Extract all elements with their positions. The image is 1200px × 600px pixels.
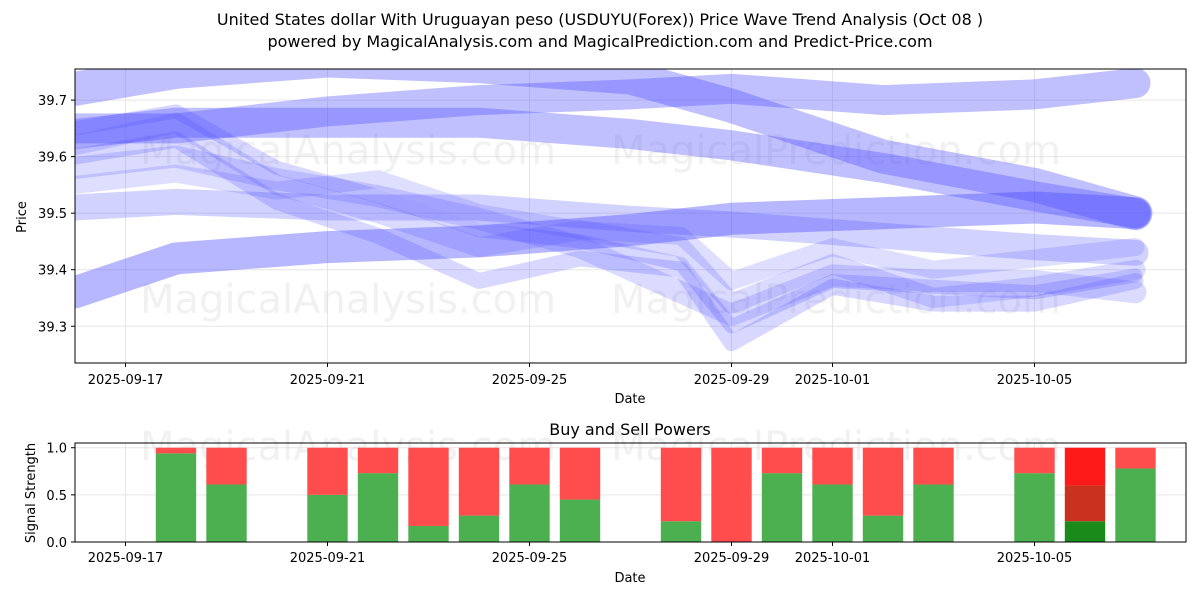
buy-power-bar [559, 499, 601, 542]
signal-x-axis-ticks: 2025-09-17 2025-09-21 2025-09-25 2025-09-29… [88, 542, 1073, 566]
buy-power-bar [155, 453, 197, 542]
price-x-tick-label: 2025-10-01 [795, 373, 871, 388]
price-x-axis-ticks: 2025-09-17 2025-09-21 2025-09-25 2025-09-29… [88, 363, 1073, 388]
buy-power-bar [206, 484, 247, 542]
sell-power-bar [1115, 447, 1156, 469]
signal-y-tick-label: 0.5 [46, 489, 67, 504]
price-wave-line [75, 164, 1145, 290]
price-y-tick-label: 39.3 [38, 320, 67, 335]
sell-power-bar [307, 447, 348, 495]
sell-power-bar [155, 447, 197, 454]
sell-power-bar-mixed [1064, 485, 1106, 522]
watermark-prediction-top: MagicalPrediction.com [611, 128, 1061, 174]
price-x-tick-label: 2025-09-29 [694, 373, 770, 388]
price-x-tick-label: 2025-09-17 [88, 373, 164, 388]
signal-plot-frame [74, 442, 1187, 543]
buy-power-bar [509, 484, 550, 542]
price-watermarks: MagicalAnalysis.com MagicalPrediction.co… [140, 128, 1061, 323]
sell-power-bar [1014, 447, 1055, 474]
signal-x-tick-label: 2025-09-25 [492, 551, 568, 566]
signal-x-tick-label: 2025-09-29 [694, 551, 770, 566]
buy-power-bar [1014, 473, 1055, 542]
sell-power-bar [812, 447, 853, 485]
sell-power-bar [711, 447, 752, 542]
buy-power-bar [862, 515, 904, 542]
buy-power-bar [357, 473, 399, 542]
signal-y-axis-ticks: 0.0 0.5 1.0 [46, 442, 75, 551]
signal-y-axis-label: Signal Strength [24, 443, 39, 543]
price-gridlines [75, 69, 1186, 363]
sell-power-bar [408, 447, 449, 526]
price-x-tick-label: 2025-10-05 [997, 373, 1073, 388]
price-wave-line [75, 69, 1151, 144]
buy-power-bar [660, 521, 702, 542]
price-y-axis-label: Price [15, 201, 30, 233]
signal-x-tick-label: 2025-10-05 [997, 551, 1073, 566]
price-y-tick-label: 39.7 [38, 94, 67, 109]
signal-bars [155, 447, 1156, 542]
watermark-prediction-bottom: MagicalPrediction.com [611, 277, 1061, 323]
signal-x-tick-label: 2025-10-01 [795, 551, 871, 566]
sell-power-bar [862, 447, 904, 516]
sell-power-bar [761, 447, 803, 474]
price-wave-line [75, 188, 1149, 266]
price-wave-line [75, 191, 1152, 309]
signal-y-tick-label: 1.0 [46, 442, 67, 457]
buy-power-bar [1115, 468, 1156, 542]
buy-power-bar [1064, 521, 1106, 542]
buy-power-bar [408, 525, 449, 542]
price-plot-frame [74, 68, 1187, 364]
chart-subtitle: powered by MagicalAnalysis.com and Magic… [267, 32, 932, 51]
buy-power-bar [458, 515, 500, 542]
price-y-tick-label: 39.6 [38, 151, 67, 166]
buy-power-bar [307, 494, 348, 542]
price-wave-plot: MagicalAnalysis.com MagicalPrediction.co… [15, 68, 1187, 407]
signal-y-tick-label: 0.0 [46, 536, 67, 551]
signal-x-tick-label: 2025-09-21 [290, 551, 366, 566]
buy-power-bar [913, 484, 954, 542]
price-y-axis-ticks: 39.3 39.4 39.5 39.6 39.7 [38, 94, 75, 335]
price-wave-line [75, 69, 1153, 231]
sell-power-bar [913, 447, 954, 485]
watermark-analysis-top: MagicalAnalysis.com [140, 128, 556, 174]
sell-power-bar-strong [1064, 447, 1106, 486]
sell-power-bar [559, 447, 601, 500]
buy-sell-title: Buy and Sell Powers [549, 420, 711, 439]
price-wave-series [75, 69, 1153, 352]
buy-sell-power-plot: Buy and Sell Powers MagicalAnalysis.com … [24, 420, 1187, 586]
price-y-tick-label: 39.5 [38, 207, 67, 222]
price-wave-line [75, 131, 1144, 352]
price-x-axis-label: Date [614, 392, 645, 407]
signal-x-axis-label: Date [614, 571, 645, 586]
price-wave-line [75, 104, 1143, 334]
price-wave-line [75, 145, 1147, 326]
price-wave-line [75, 112, 1146, 314]
sell-power-bar [458, 447, 500, 516]
sell-power-bar [206, 447, 247, 485]
price-wave-line [75, 107, 1151, 229]
watermark-analysis-bottom: MagicalAnalysis.com [140, 277, 556, 323]
sell-power-bar [509, 447, 550, 485]
price-x-tick-label: 2025-09-21 [290, 373, 366, 388]
chart-title: United States dollar With Uruguayan peso… [217, 10, 983, 29]
sell-power-bar [660, 447, 702, 522]
price-x-tick-label: 2025-09-25 [492, 373, 568, 388]
buy-power-bar [761, 473, 803, 542]
signal-x-tick-label: 2025-09-17 [88, 551, 164, 566]
buy-power-bar [812, 484, 853, 542]
sell-power-bar [357, 447, 399, 474]
price-y-tick-label: 39.4 [38, 264, 67, 279]
